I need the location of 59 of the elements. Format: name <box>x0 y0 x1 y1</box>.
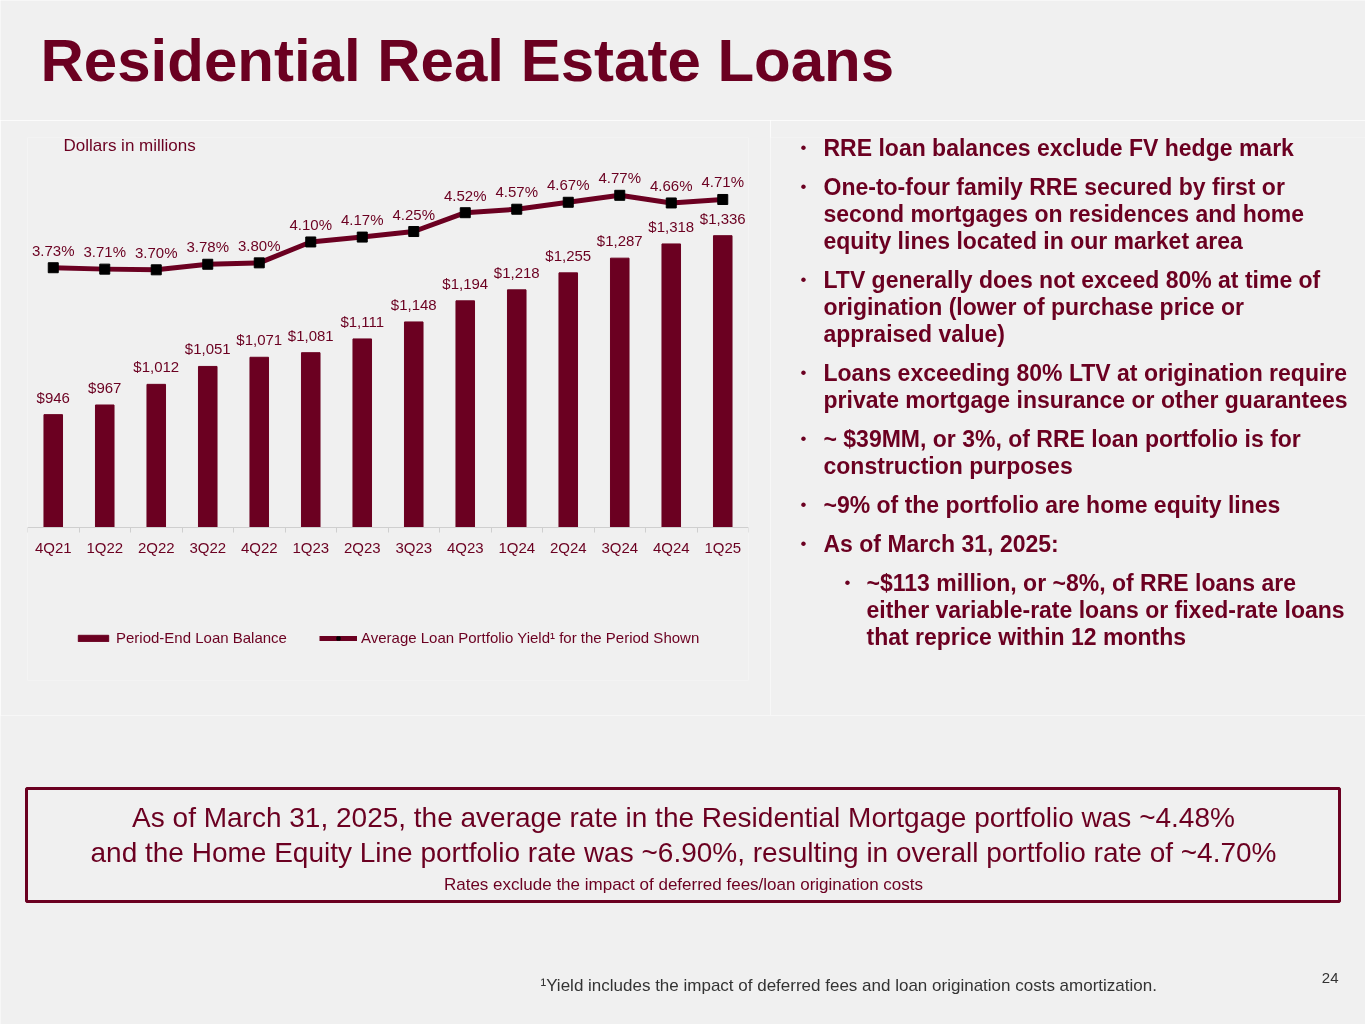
x-tick-label: 4Q22 <box>240 538 278 556</box>
text: • ~9% of the portfolio are home equity lines <box>800 491 1281 518</box>
chart-title: Residential Real Estate Loans <box>40 27 895 94</box>
data-label: 4.67% <box>546 176 590 194</box>
data-label: $1,111 <box>340 312 385 330</box>
text: • One-to-four family RRE secured by first or second mortgages on residences and home equity lines located in our market area <box>800 173 1305 254</box>
data-label: 3.78% <box>186 238 230 256</box>
data-label: $1,194 <box>442 274 489 292</box>
data-label: 3.70% <box>134 243 178 261</box>
x-tick-label: 3Q22 <box>189 538 227 556</box>
x-tick-label: 2Q22 <box>137 538 175 556</box>
data-label: 4.77% <box>598 169 642 187</box>
text: • ~ $39MM, or 3%, of RRE loan portfolio is for construction purposes <box>800 425 1301 479</box>
data-label: $946 <box>36 388 70 406</box>
data-label: 4.66% <box>649 176 693 194</box>
text: and the Home Equity Line portfolio rate was ~6.90%, resulting in overall portfolio rate of ~4.70% <box>90 837 1277 868</box>
data-label: $1,336 <box>699 209 746 227</box>
x-tick-label: 1Q24 <box>498 538 536 556</box>
x-tick-label: 1Q23 <box>292 538 330 556</box>
data-label: 3.71% <box>83 243 127 261</box>
text: Rates exclude the impact of deferred fees/loan origination costs <box>443 875 924 894</box>
legend-label: Period-End Loan Balance <box>116 629 287 646</box>
x-tick-label: 4Q23 <box>446 538 484 556</box>
data-label: $1,318 <box>648 217 695 235</box>
data-label: $967 <box>88 378 122 396</box>
x-tick-label: 4Q24 <box>652 538 690 556</box>
data-label: $1,051 <box>184 340 231 358</box>
chart-subtitle: Dollars in millions <box>63 136 196 155</box>
data-label: $1,148 <box>390 295 437 313</box>
text: 24 <box>1321 968 1339 986</box>
x-tick-label: 2Q23 <box>343 538 381 556</box>
text: • As of March 31, 2025: <box>800 530 1059 557</box>
text: • Loans exceeding 80% LTV at origination require private mortgage insurance or other guarantees <box>800 359 1348 413</box>
data-label: $1,218 <box>493 263 540 281</box>
x-tick-label: 1Q25 <box>704 538 742 556</box>
text: As of March 31, 2025, the average rate in the Residential Mortgage portfolio was ~4.48% <box>132 802 1235 833</box>
x-tick-label: 3Q23 <box>395 538 433 556</box>
text: ¹Yield includes the impact of deferred fees and loan origination costs amortization. <box>540 976 1157 995</box>
data-label: $1,255 <box>545 246 592 264</box>
data-label: 3.80% <box>237 236 281 254</box>
x-tick-label: 1Q22 <box>86 538 124 556</box>
x-tick-label: 2Q24 <box>549 538 587 556</box>
data-label: 4.10% <box>289 215 333 233</box>
data-label: 4.25% <box>392 205 436 223</box>
data-label: $1,287 <box>596 232 643 250</box>
text: • RRE loan balances exclude FV hedge mark <box>800 134 1295 161</box>
data-label: $1,071 <box>236 331 283 349</box>
data-label: 4.71% <box>701 173 745 191</box>
data-label: 4.17% <box>340 211 384 229</box>
data-label: $1,012 <box>133 358 180 376</box>
x-tick-label: 4Q21 <box>34 538 72 556</box>
data-label: 3.73% <box>31 241 75 259</box>
text: • LTV generally does not exceed 80% at time of origination (lower of purchase price or appraised value) <box>800 266 1321 347</box>
data-label: 4.57% <box>495 183 539 201</box>
text: • ~$113 million, or ~8%, of RRE loans are either variable-rate loans or fixed-rate loans that reprice within 12 months <box>844 569 1345 650</box>
data-label: $1,081 <box>287 326 334 344</box>
x-tick-label: 3Q24 <box>601 538 639 556</box>
data-label: 4.52% <box>443 186 487 204</box>
legend-label: Average Loan Portfolio Yield¹ for the Period Shown <box>360 629 700 646</box>
